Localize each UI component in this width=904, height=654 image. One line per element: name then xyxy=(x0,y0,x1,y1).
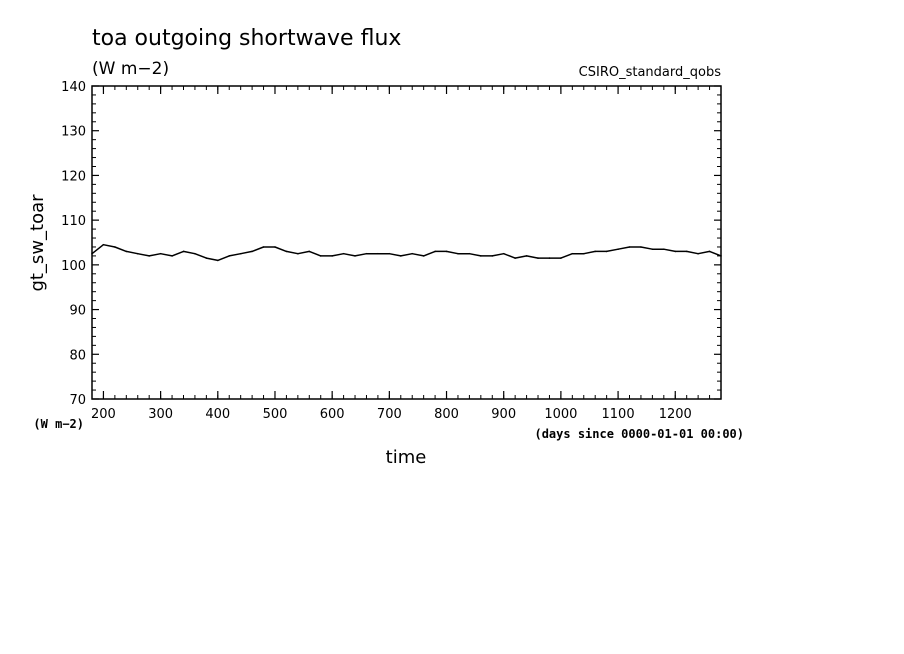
x-tick-label: 600 xyxy=(320,407,345,422)
x-tick-label: 1200 xyxy=(659,407,692,422)
y-tick-label: 130 xyxy=(61,125,86,140)
data-point xyxy=(354,255,356,257)
data-point xyxy=(217,259,219,262)
series-layer xyxy=(91,243,722,262)
data-point xyxy=(377,252,379,255)
data-point xyxy=(388,252,391,255)
y-tick-label: 90 xyxy=(69,304,86,319)
data-point xyxy=(617,248,619,250)
data-point xyxy=(457,252,459,255)
data-point xyxy=(194,252,196,255)
x-tick-label: 1100 xyxy=(602,407,635,422)
data-point xyxy=(411,252,414,255)
x-axis: 200 300 400 500 600 700 800 900 1000 1100 1200 xyxy=(91,86,722,422)
data-point xyxy=(182,250,185,253)
data-point xyxy=(445,250,448,253)
data-point xyxy=(159,252,162,255)
data-point xyxy=(297,252,299,255)
data-point xyxy=(171,255,173,257)
x-axis-label: time xyxy=(386,447,427,468)
data-point xyxy=(422,255,425,257)
data-point xyxy=(663,248,665,250)
data-point xyxy=(571,252,574,255)
data-point xyxy=(91,252,93,255)
data-point xyxy=(251,250,253,253)
data-point xyxy=(319,255,322,257)
data-point xyxy=(548,257,551,259)
data-point xyxy=(136,252,139,255)
data-point xyxy=(594,250,596,253)
x-tick-label: 400 xyxy=(205,407,230,422)
data-point xyxy=(537,257,539,259)
plot-frame xyxy=(91,85,722,400)
x-tick-label: 800 xyxy=(434,407,459,422)
data-point xyxy=(285,250,288,253)
data-point xyxy=(560,257,562,259)
data-point xyxy=(274,246,276,248)
x-axis-units: (days since 0000-01-01 00:00) xyxy=(534,427,744,441)
data-point xyxy=(308,250,311,253)
data-point xyxy=(125,250,128,253)
y-tick-label: 70 xyxy=(69,393,86,408)
data-point xyxy=(697,252,699,255)
data-point xyxy=(708,250,711,253)
data-point xyxy=(228,255,230,257)
data-point xyxy=(605,250,608,253)
data-point xyxy=(525,255,528,257)
x-tick-label: 500 xyxy=(263,407,288,422)
y-axis-label: gt_sw_toar xyxy=(27,194,48,292)
chart-title: toa outgoing shortwave flux xyxy=(92,26,401,51)
data-point xyxy=(148,255,150,257)
x-tick-label: 1000 xyxy=(544,407,577,422)
y-tick-label: 140 xyxy=(61,80,86,95)
x-tick-label: 300 xyxy=(148,407,173,422)
x-tick-label: 700 xyxy=(377,407,402,422)
chart-units: (W m−2) xyxy=(92,59,169,79)
data-point xyxy=(342,252,345,255)
data-point xyxy=(583,252,585,255)
data-point xyxy=(651,248,654,250)
data-point xyxy=(720,255,722,257)
data-point xyxy=(640,246,642,248)
data-point xyxy=(102,243,105,246)
run-label: CSIRO_standard_qobs xyxy=(579,65,722,80)
data-point xyxy=(674,250,677,253)
data-point xyxy=(685,250,688,253)
y-tick-label: 110 xyxy=(61,214,86,229)
data-point xyxy=(502,252,505,255)
y-tick-label: 100 xyxy=(61,259,86,274)
data-point xyxy=(400,255,402,257)
data-point xyxy=(331,255,334,257)
y-tick-label: 80 xyxy=(69,348,86,363)
x-tick-label: 900 xyxy=(491,407,516,422)
data-point xyxy=(114,246,116,248)
data-point xyxy=(480,255,482,257)
x-tick-label: 200 xyxy=(91,407,116,422)
data-point xyxy=(434,250,436,253)
data-point xyxy=(365,252,368,255)
series-line xyxy=(91,243,722,262)
data-point xyxy=(239,252,242,255)
y-axis-units: (W m−2) xyxy=(33,417,84,431)
data-point xyxy=(514,257,516,259)
data-point xyxy=(628,246,631,248)
data-point xyxy=(262,246,265,248)
y-tick-label: 120 xyxy=(61,169,86,184)
data-point xyxy=(468,252,471,255)
data-point xyxy=(205,257,208,259)
data-point xyxy=(491,255,494,257)
y-axis: 70 80 90 100 110 120 130 140 xyxy=(61,80,721,408)
